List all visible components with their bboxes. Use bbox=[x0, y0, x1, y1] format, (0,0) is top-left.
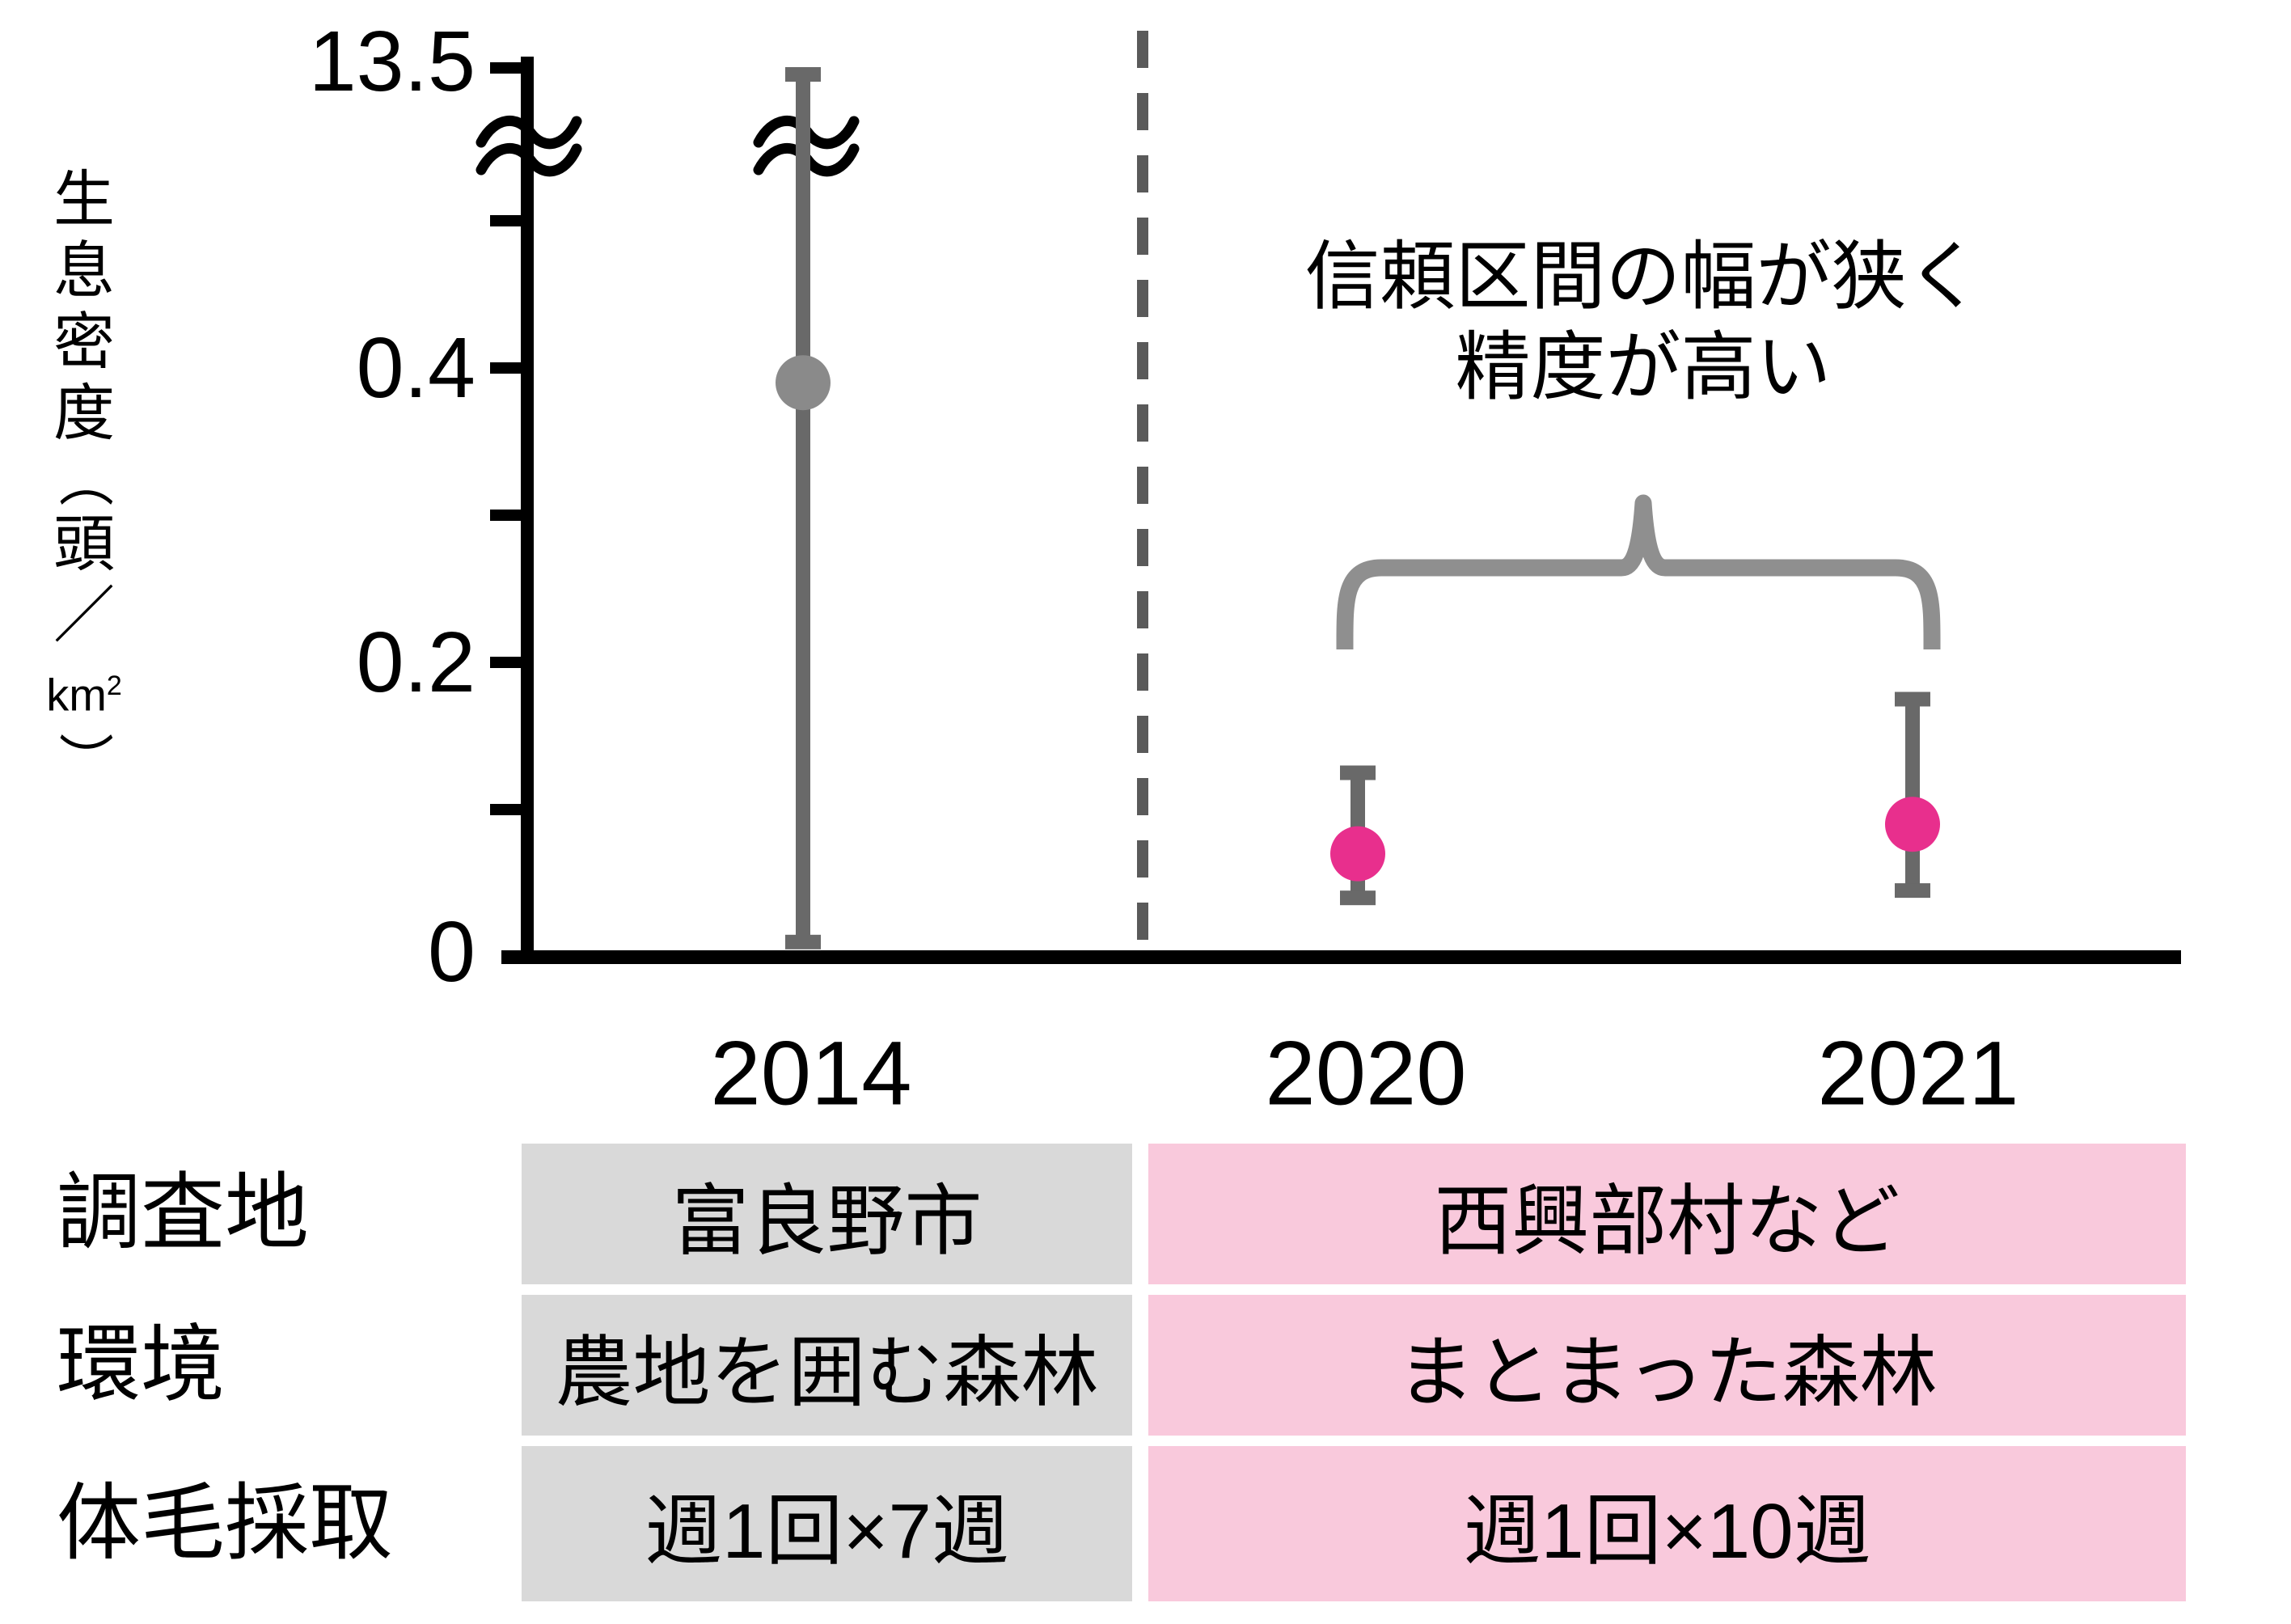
annotation-line-2: 精度が高い bbox=[1455, 325, 1832, 409]
x-label-2021: 2021 bbox=[1817, 1023, 2018, 1124]
y-tick-0_4 bbox=[490, 362, 521, 374]
ci-cap-bottom-2020 bbox=[1340, 890, 1376, 906]
table-cell-site-2020-2021: 西興部村など bbox=[1148, 1144, 2186, 1284]
y-axis-title-char: 密 bbox=[53, 308, 115, 377]
x-label-2014: 2014 bbox=[710, 1023, 911, 1124]
unit-km-squared: km2 bbox=[46, 669, 122, 721]
ci-bar-2021 bbox=[1905, 699, 1920, 891]
point-2021 bbox=[1885, 797, 1940, 852]
ci-cap-top-2021 bbox=[1895, 691, 1930, 707]
unit-open-paren: （ bbox=[53, 451, 115, 508]
ci-cap-bottom-2014 bbox=[785, 934, 821, 949]
series-layer bbox=[776, 67, 1940, 949]
y-tick-label-0: 0 bbox=[428, 904, 476, 1000]
table-cell-environment-2014: 農地を囲む森林 bbox=[522, 1295, 1132, 1436]
table-cell-environment-2020-2021: まとまった森林 bbox=[1148, 1295, 2186, 1436]
table-cell-hair-sampling-2014: 週1回×7週 bbox=[522, 1446, 1132, 1601]
x-axis-line bbox=[501, 950, 2181, 964]
table-cell-site-2014: 富良野市 bbox=[522, 1144, 1132, 1284]
y-tick-0_2 bbox=[490, 657, 521, 668]
ci-cap-top-2014 bbox=[785, 67, 821, 82]
y-axis-line bbox=[521, 57, 534, 964]
y-axis-ticks bbox=[490, 62, 521, 815]
point-2014 bbox=[776, 355, 831, 411]
table-cell-hair-sampling-2020-2021: 週1回×10週 bbox=[1148, 1446, 2186, 1601]
narrow-ci-brace bbox=[1336, 494, 1941, 650]
y-tick-0_1 bbox=[490, 804, 521, 815]
ci-cap-bottom-2021 bbox=[1895, 883, 1930, 899]
y-tick-0_5 bbox=[490, 215, 521, 226]
y-axis-title-char: 息 bbox=[53, 237, 115, 306]
y-axis-title-char: 度 bbox=[53, 379, 115, 448]
table-row-label-environment: 環境 bbox=[57, 1318, 226, 1412]
x-label-2020: 2020 bbox=[1265, 1023, 1466, 1124]
annotation-line-1: 信頼区間の幅が狭く bbox=[1304, 235, 1982, 319]
unit-close-paren: ） bbox=[53, 731, 115, 787]
y-axis-title: 生 息 密 度 （ 頭 ／ km2 ） bbox=[45, 165, 123, 789]
y-tick-label-0-2: 0.2 bbox=[357, 615, 476, 710]
narrow-ci-annotation: 信頼区間の幅が狭く 精度が高い bbox=[1294, 231, 1993, 412]
table-row-label-site: 調査地 bbox=[57, 1166, 310, 1260]
axis-break-icon bbox=[476, 116, 582, 177]
unit-slash: ／ bbox=[53, 582, 115, 650]
y-tick-label-13-5: 13.5 bbox=[309, 14, 476, 109]
table-row-label-hair-sampling: 体毛採取 bbox=[57, 1477, 394, 1571]
y-tick-13_5 bbox=[490, 62, 521, 74]
y-axis-title-char: 生 bbox=[53, 166, 115, 235]
unit-head-char: 頭 bbox=[53, 510, 115, 579]
point-2020 bbox=[1330, 826, 1385, 882]
y-tick-label-0-4: 0.4 bbox=[357, 320, 476, 416]
ci-bar-2014 bbox=[796, 74, 810, 942]
y-tick-0_3 bbox=[490, 510, 521, 521]
ci-cap-top-2020 bbox=[1340, 765, 1376, 780]
